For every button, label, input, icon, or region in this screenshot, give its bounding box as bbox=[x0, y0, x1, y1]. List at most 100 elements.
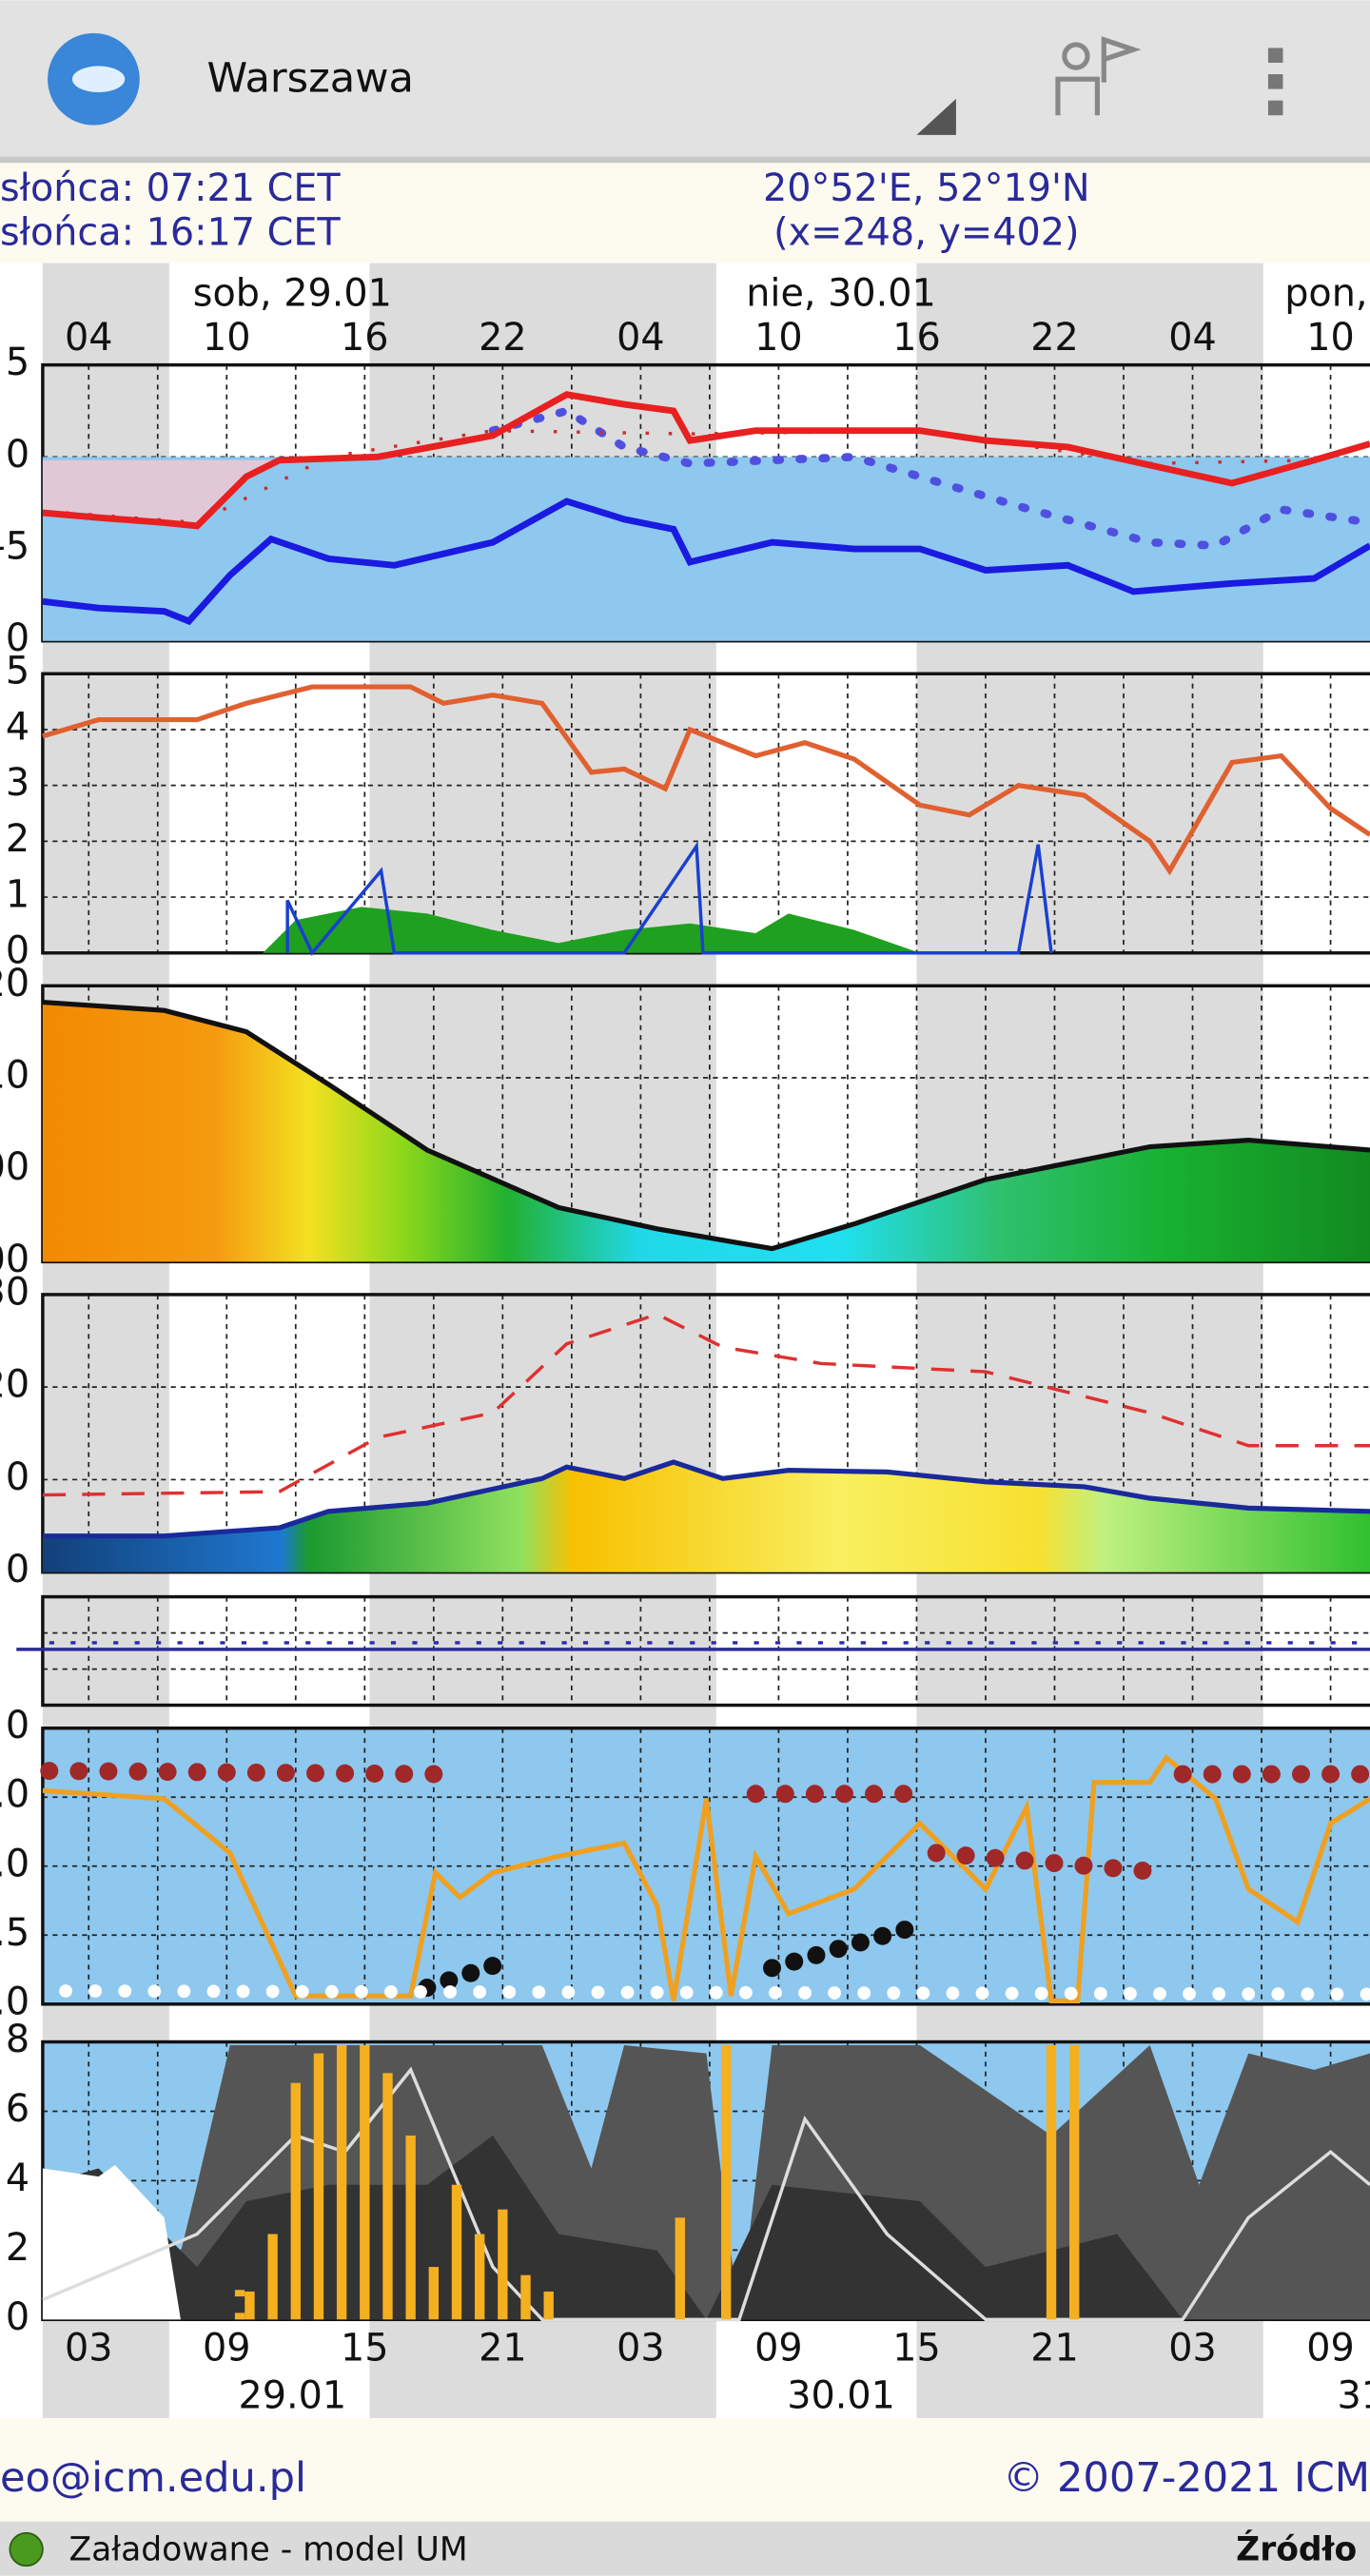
temp-area bbox=[42, 457, 1370, 641]
source-link[interactable]: Źródło bbox=[1236, 2529, 1357, 2568]
panel-frame bbox=[41, 1727, 1370, 2006]
bottom-date-label: 29.01 bbox=[239, 2374, 347, 2418]
status-bar bbox=[0, 2521, 1370, 2576]
precip-bar bbox=[313, 2053, 324, 2320]
email[interactable]: eo@icm.edu.pl bbox=[0, 2454, 306, 2502]
top-hour-label: 16 bbox=[341, 316, 389, 360]
precip-spikes bbox=[285, 841, 1053, 956]
app-bar bbox=[0, 0, 1370, 157]
fog-dots bbox=[763, 1916, 930, 1978]
top-hour-label: 04 bbox=[65, 316, 113, 360]
wind-speed-line bbox=[42, 1459, 1370, 1539]
app-icon-cloud bbox=[71, 66, 126, 93]
gust-marks bbox=[42, 1312, 1370, 1497]
y-tick-label: 0 bbox=[6, 1548, 29, 1591]
bottom-hour-label: 15 bbox=[341, 2327, 389, 2371]
bottom-hour-label: 03 bbox=[616, 2327, 665, 2371]
y-tick-label: 4 bbox=[6, 705, 29, 749]
cloud-base-area bbox=[42, 1002, 1370, 1262]
overflow-menu[interactable] bbox=[1267, 48, 1283, 116]
pressure-line bbox=[42, 684, 1370, 876]
panel-grid bbox=[42, 673, 1370, 953]
y-tick-label: 00 bbox=[0, 1238, 29, 1281]
y-tick-label: 4 bbox=[6, 2156, 29, 2200]
precip-bars bbox=[245, 2044, 1080, 2320]
fog-dots bbox=[418, 1954, 511, 1998]
coordinates: 20°52'E, 52°19'N bbox=[763, 166, 1090, 210]
precip-bar bbox=[405, 2135, 416, 2320]
bottom-hour-label: 09 bbox=[754, 2327, 803, 2371]
bottom-hour-label: 21 bbox=[479, 2327, 527, 2371]
y-tick-label: 30 bbox=[0, 1270, 29, 1314]
y-tick-label: .5 bbox=[0, 1911, 29, 1955]
bottom-hour-label: 21 bbox=[1030, 2327, 1079, 2371]
copyright: © 2007-2021 ICM bbox=[1003, 2454, 1370, 2502]
menu-dot bbox=[1267, 100, 1283, 116]
precip-bar bbox=[245, 2291, 255, 2320]
y-tick-label: 6 bbox=[6, 2087, 29, 2131]
precip-bar bbox=[451, 2184, 462, 2320]
dewpoint-dots bbox=[488, 406, 1370, 550]
y-tick-label: 0 bbox=[6, 928, 29, 972]
panel-grid bbox=[42, 1727, 1370, 2004]
y-tick-label: .0 bbox=[0, 1980, 29, 2023]
y-tick-label: 20 bbox=[0, 962, 29, 1005]
precip-bar bbox=[1046, 2044, 1057, 2320]
top-day-label: sob, 29.01 bbox=[193, 272, 392, 316]
status-led bbox=[9, 2531, 44, 2567]
y-tick-label: 00 bbox=[0, 1145, 29, 1189]
bottom-hour-label: 03 bbox=[1168, 2327, 1217, 2371]
top-hour-label: 10 bbox=[203, 316, 251, 360]
low-dots bbox=[59, 1984, 1370, 2001]
y-tick-label: -5 bbox=[0, 525, 29, 569]
top-hour-label: 22 bbox=[479, 316, 527, 360]
y-tick-label: 0 bbox=[6, 1455, 29, 1499]
min-temperature-line bbox=[42, 498, 1370, 626]
precip-bar bbox=[498, 2209, 508, 2320]
precip-bar bbox=[720, 2044, 732, 2320]
bottom-hour-label: 09 bbox=[203, 2327, 251, 2371]
cloud-line bbox=[42, 2066, 1370, 2322]
y-tick-label: 5 bbox=[6, 650, 29, 693]
precip-bar bbox=[267, 2234, 278, 2320]
bottom-hour-label: 09 bbox=[1306, 2327, 1355, 2371]
visibility-line bbox=[42, 1753, 1370, 2003]
map-pin-icon[interactable] bbox=[1055, 36, 1142, 116]
high-cloud-area bbox=[42, 2165, 181, 2320]
precip-bar bbox=[336, 2044, 347, 2320]
y-tick-label: 10 bbox=[0, 1053, 29, 1097]
low-cloud-area bbox=[42, 2135, 1184, 2320]
top-hour-label: 10 bbox=[1306, 316, 1355, 360]
menu-dot bbox=[1267, 74, 1283, 89]
humidity-dots bbox=[40, 1762, 453, 1784]
status-text: Załadowane - model UM bbox=[69, 2530, 468, 2568]
y-tick-label: .0 bbox=[0, 1842, 29, 1885]
y-tick-label: 5 bbox=[6, 341, 29, 384]
wind-speed-area bbox=[42, 1462, 1370, 1572]
y-tick-label: 0 bbox=[6, 1704, 29, 1747]
sunset: słońca: 16:17 CET bbox=[0, 211, 341, 255]
bottom-date-label: 30.01 bbox=[787, 2374, 895, 2418]
bottom-hour-label: 03 bbox=[65, 2327, 113, 2371]
precip-bar bbox=[428, 2267, 440, 2320]
temperature-line bbox=[42, 391, 1370, 530]
bottom-hour-label: 15 bbox=[892, 2327, 941, 2371]
humidity-dots bbox=[927, 1844, 1176, 1883]
location-title[interactable]: Warszawa bbox=[207, 54, 414, 102]
precip-bar bbox=[520, 2274, 531, 2320]
precip-bar bbox=[543, 2291, 554, 2320]
app-bar-shadow bbox=[0, 156, 1370, 164]
y-tick-label: .0 bbox=[0, 1773, 29, 1817]
precip-bar bbox=[675, 2217, 685, 2320]
y-tick-label: 2 bbox=[6, 817, 29, 861]
precip-bar bbox=[382, 2073, 393, 2320]
y-tick-label: 2 bbox=[6, 2226, 29, 2270]
top-hour-label: 10 bbox=[754, 316, 803, 360]
menu-dot bbox=[1267, 48, 1283, 63]
sunrise: słońca: 07:21 CET bbox=[0, 166, 341, 210]
y-tick-label: 0 bbox=[6, 433, 29, 477]
top-hour-label: 16 bbox=[892, 316, 941, 360]
top-hour-label: 04 bbox=[616, 316, 665, 360]
precip-bar bbox=[360, 2044, 370, 2320]
